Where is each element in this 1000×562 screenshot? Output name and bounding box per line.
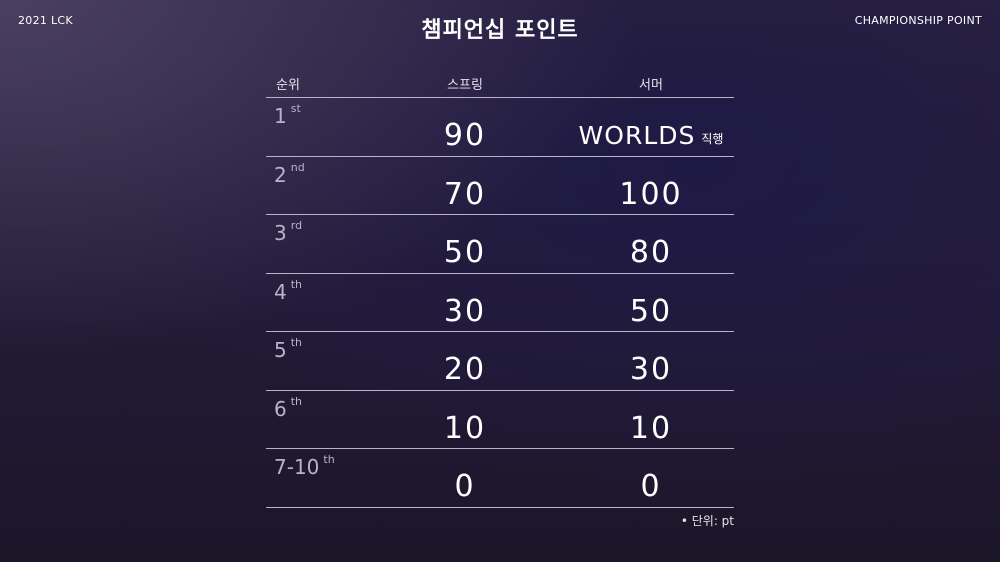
- event-label: 2021 LCK: [18, 14, 73, 27]
- worlds-label: WORLDS: [578, 121, 696, 150]
- direct-qualify-label: 직행: [701, 132, 724, 146]
- unit-footnote: • 단위: pt: [680, 514, 734, 528]
- table-header: 순위 스프링 서머: [266, 68, 734, 98]
- column-header-rank: 순위: [276, 78, 300, 93]
- page-title: 챔피언십 포인트: [421, 18, 579, 43]
- table-row: 7-10 th 0 0: [266, 449, 734, 508]
- rank-cell: 7-10 th: [274, 453, 335, 479]
- section-label: CHAMPIONSHIP POINT: [854, 14, 982, 27]
